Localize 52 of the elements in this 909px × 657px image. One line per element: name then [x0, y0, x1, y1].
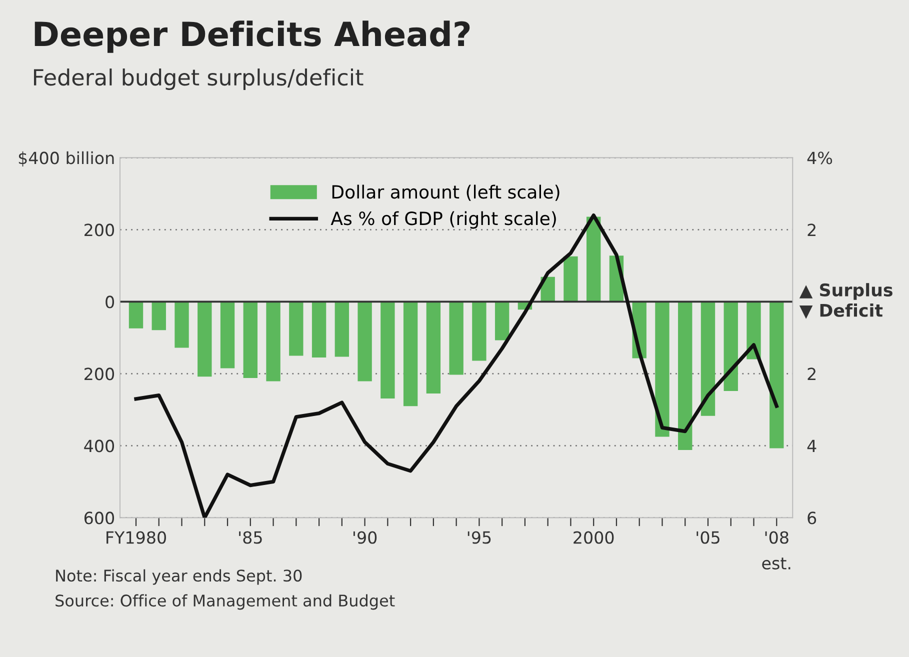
chart-subtitle: Federal budget surplus/deficit	[34, 68, 364, 90]
bar	[380, 302, 395, 399]
y-tick-label: $400 billion	[18, 151, 114, 166]
bar	[358, 302, 372, 382]
bar	[494, 302, 510, 340]
bar	[403, 302, 418, 406]
y-tick-label: 600	[84, 512, 114, 524]
bar	[472, 302, 486, 361]
bar	[678, 302, 692, 450]
y-tick-label: 400	[84, 440, 114, 452]
bar	[289, 302, 304, 356]
bar	[449, 302, 464, 375]
bar	[198, 302, 212, 377]
x-tick-label: '90	[354, 531, 377, 544]
chart-title: Deeper Deficits Ahead?	[34, 20, 470, 53]
bar	[700, 302, 716, 416]
y2-tick-label: 4	[807, 440, 816, 452]
line-series	[134, 213, 778, 518]
bar	[426, 302, 441, 394]
x-tick-label: 2000	[574, 531, 614, 544]
y2-tick-label: 2	[808, 368, 816, 380]
x-tick-label: FY1980	[106, 531, 166, 544]
bar	[266, 302, 280, 382]
text: ▼ Deficit	[799, 303, 883, 319]
x-tick-label: '08	[765, 531, 788, 544]
text: est.	[762, 558, 790, 570]
y-tick-label: 200	[84, 368, 114, 380]
y2-tick-label: 4%	[807, 152, 832, 164]
legend-label: Dollar amount (left scale)	[332, 184, 560, 201]
bar	[243, 302, 258, 378]
bar	[152, 302, 166, 330]
bar	[586, 216, 601, 302]
bar	[174, 302, 189, 348]
bar	[334, 302, 350, 357]
bar	[128, 302, 144, 328]
y2-tick-label: 2	[808, 224, 816, 236]
bar	[312, 302, 326, 358]
y2-tick-label: 6	[808, 512, 816, 524]
source-note: Source: Office of Management and Budget	[56, 594, 395, 610]
y-tick-label: 0	[106, 296, 114, 308]
bar	[770, 302, 784, 448]
x-tick-label: '05	[696, 531, 720, 544]
bar	[564, 256, 578, 302]
x-tick-label: '85	[239, 531, 262, 544]
legend-label: As % of GDP (right scale)	[330, 211, 556, 229]
bar	[724, 302, 738, 391]
x-tick-label: '95	[468, 531, 491, 544]
text: Note: Fiscal year ends Sept. 30	[56, 569, 302, 585]
y-tick-label: 200	[84, 224, 114, 236]
bar	[220, 302, 235, 368]
text: ▲ Surplus	[799, 283, 892, 300]
bar	[655, 302, 670, 437]
